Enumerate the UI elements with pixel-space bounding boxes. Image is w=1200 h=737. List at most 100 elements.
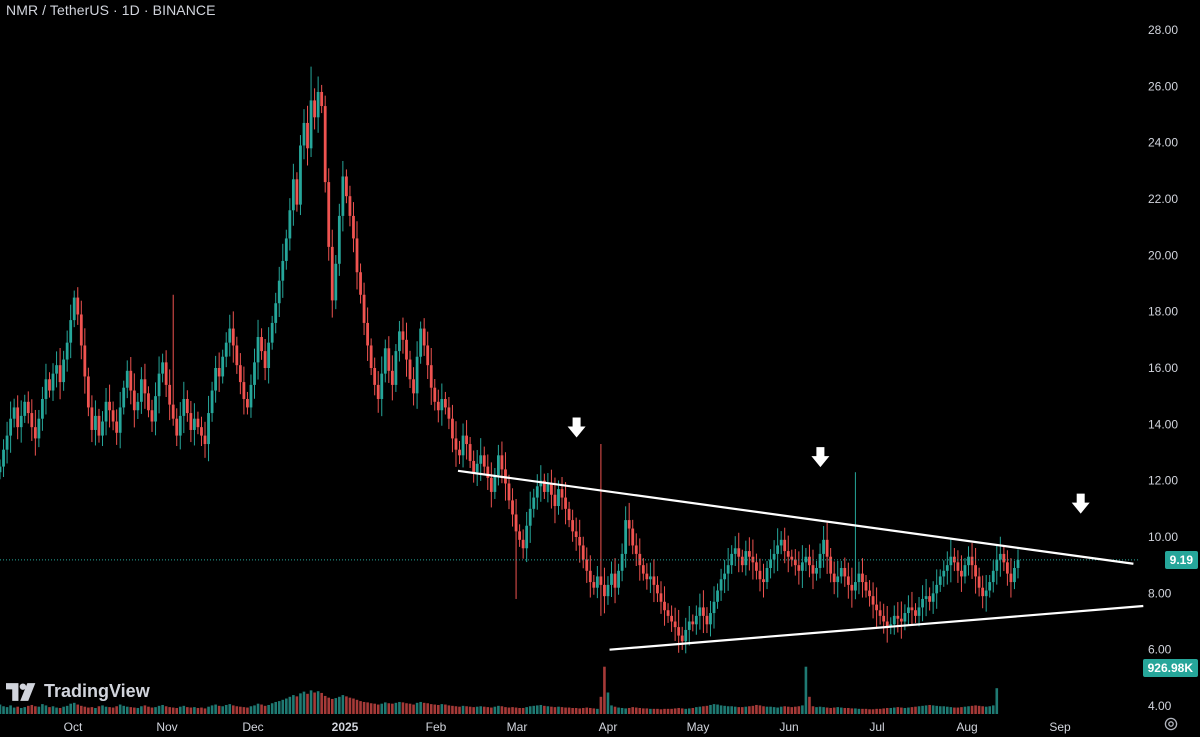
candle-body — [277, 280, 281, 304]
volume-bar — [383, 702, 387, 714]
volume-bar — [468, 706, 472, 714]
volume-bar — [161, 704, 164, 714]
volume-bar — [12, 707, 16, 714]
candle-body — [472, 460, 476, 473]
candle-body — [468, 444, 472, 461]
volume-bar — [748, 706, 751, 714]
volume-bar — [666, 708, 670, 714]
volume-bar — [196, 707, 200, 714]
candle-body — [48, 379, 51, 391]
upper-trendline[interactable] — [457, 469, 1134, 565]
candle-body — [627, 520, 631, 529]
candle-body — [482, 455, 486, 467]
candle-body — [532, 497, 536, 509]
volume-bar — [949, 707, 953, 714]
candle-body — [740, 556, 744, 566]
candle-body — [854, 582, 857, 591]
candle-body — [553, 494, 557, 507]
volume-bar — [200, 707, 203, 714]
candle-body — [822, 539, 825, 554]
volume-bar — [790, 707, 794, 714]
candle-body — [86, 376, 90, 408]
candle-body — [942, 570, 946, 577]
volume-bar — [352, 698, 355, 714]
candle-body — [94, 415, 97, 430]
volume-bar — [168, 707, 171, 714]
candle-body — [235, 345, 239, 366]
volume-bar — [239, 706, 242, 714]
candle-body — [935, 584, 939, 594]
volume-bar — [249, 706, 253, 714]
volume-bar — [366, 702, 369, 714]
volume-bar — [889, 707, 893, 714]
gear-icon[interactable] — [1164, 717, 1178, 731]
candle-body — [26, 401, 30, 414]
volume-bar — [914, 706, 917, 714]
volume-bar — [535, 705, 539, 714]
candle-body — [818, 553, 822, 568]
volume-bar — [472, 707, 475, 714]
candle-body — [606, 584, 610, 597]
candle-body — [663, 601, 666, 611]
volume-bar — [76, 704, 80, 714]
volume-bar — [776, 707, 779, 714]
volume-bar — [892, 707, 896, 714]
volume-bar — [500, 706, 504, 714]
candle-body — [723, 573, 727, 580]
price-axis[interactable]: 28.00 26.00 24.00 22.00 20.00 18.00 16.00 14.00… — [1148, 23, 1178, 713]
candle-body — [984, 590, 988, 597]
last-volume-badge: 926.98K — [1142, 659, 1198, 677]
y-tick-label: 12.00 — [1148, 474, 1178, 488]
y-tick-label: 8.00 — [1148, 586, 1172, 600]
volume-bar — [48, 707, 51, 714]
volume-bar — [475, 706, 479, 714]
candle-body — [217, 368, 221, 377]
candle-body — [1016, 559, 1020, 568]
volume-bar — [136, 707, 140, 714]
candle-body — [256, 337, 260, 363]
volume-bar — [338, 696, 341, 714]
annotation-arrows — [567, 417, 1090, 514]
volume-bar — [924, 705, 928, 714]
candle-body — [917, 607, 921, 616]
volume-bar — [451, 705, 454, 714]
symbol-title[interactable]: NMR / TetherUS · 1D · BINANCE — [6, 2, 216, 18]
tradingview-logo[interactable]: TradingView — [6, 681, 150, 702]
candle-body — [730, 553, 734, 566]
volume-bar — [108, 707, 111, 714]
candle-body — [535, 486, 539, 498]
time-axis[interactable]: Oct Nov Dec 2025 Feb Mar Apr May Jun Jul Aug Sep — [64, 720, 1071, 734]
volume-bar — [723, 705, 726, 714]
candle-body — [712, 601, 716, 614]
candle-body — [129, 370, 133, 391]
candle-body — [970, 556, 974, 566]
candle-body — [454, 438, 458, 450]
volume-bar — [316, 691, 320, 714]
candle-body — [154, 396, 157, 422]
candle-body — [101, 421, 104, 436]
volume-bar — [938, 706, 942, 714]
volume-bar — [546, 706, 550, 714]
candle-body — [41, 398, 44, 419]
volume-bar — [525, 707, 528, 714]
volume-bar — [804, 666, 808, 714]
lower-trendline[interactable] — [609, 604, 1144, 651]
candle-body — [284, 238, 288, 261]
volume-bar — [323, 695, 327, 714]
volume-bar — [313, 692, 316, 714]
y-tick-label: 16.00 — [1148, 361, 1178, 375]
candle-body — [161, 362, 164, 374]
candle-body — [684, 629, 688, 642]
candle-body — [12, 407, 16, 419]
candle-body — [765, 567, 769, 583]
candle-body — [5, 435, 9, 450]
volume-bar — [825, 707, 829, 714]
candle-body — [115, 421, 119, 433]
volume-bar — [440, 704, 444, 714]
candle-body — [58, 365, 62, 383]
volume-bar — [253, 705, 256, 714]
volume-bar — [345, 696, 348, 714]
volume-bar — [627, 707, 631, 714]
candle-body — [956, 562, 960, 571]
